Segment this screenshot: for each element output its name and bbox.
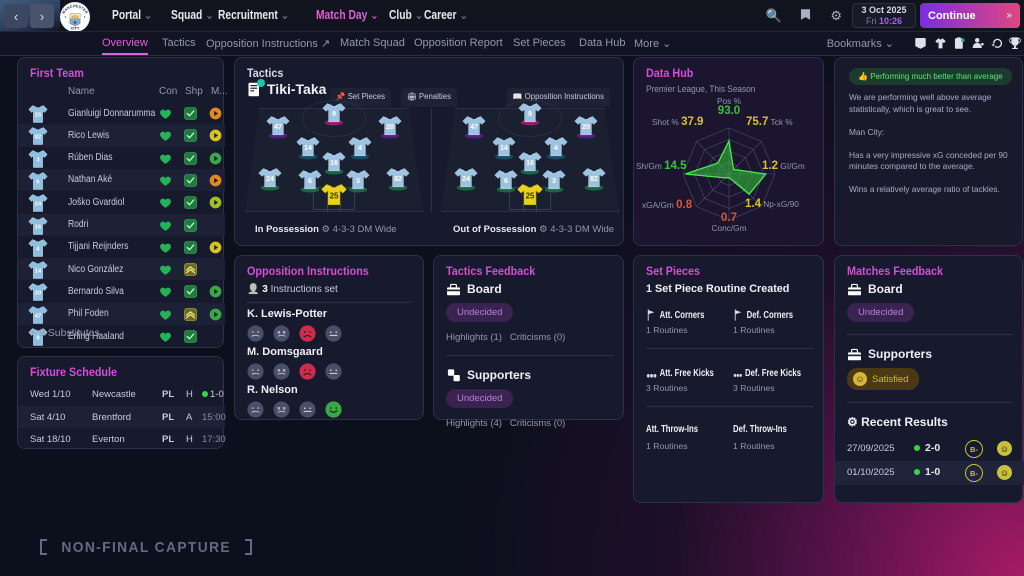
svg-text:3: 3 bbox=[552, 177, 556, 185]
svg-text:25: 25 bbox=[330, 192, 339, 201]
svg-text:24: 24 bbox=[266, 175, 274, 183]
svg-text:24: 24 bbox=[35, 201, 42, 207]
svg-text:6: 6 bbox=[36, 179, 39, 185]
svg-text:20: 20 bbox=[386, 123, 394, 131]
svg-text:4: 4 bbox=[554, 144, 558, 152]
svg-text:16: 16 bbox=[330, 159, 338, 167]
svg-text:20: 20 bbox=[35, 291, 41, 297]
svg-text:20: 20 bbox=[582, 123, 590, 131]
svg-text:47: 47 bbox=[470, 123, 478, 131]
svg-text:14: 14 bbox=[35, 268, 42, 274]
svg-text:CITY: CITY bbox=[71, 26, 80, 31]
svg-text:16: 16 bbox=[35, 224, 41, 230]
svg-text:47: 47 bbox=[274, 123, 282, 131]
svg-text:82: 82 bbox=[590, 175, 598, 183]
svg-text:4: 4 bbox=[358, 144, 362, 152]
svg-text:6: 6 bbox=[504, 177, 508, 185]
svg-text:25: 25 bbox=[526, 192, 535, 201]
svg-text:3: 3 bbox=[36, 157, 39, 163]
svg-text:14: 14 bbox=[500, 144, 508, 152]
svg-text:3: 3 bbox=[356, 177, 360, 185]
svg-text:6: 6 bbox=[308, 177, 312, 185]
svg-text:82: 82 bbox=[35, 135, 41, 141]
svg-text:47: 47 bbox=[35, 313, 41, 319]
svg-text:9: 9 bbox=[528, 110, 532, 118]
svg-text:9: 9 bbox=[332, 110, 336, 118]
svg-text:24: 24 bbox=[462, 175, 470, 183]
svg-text:14: 14 bbox=[304, 144, 312, 152]
svg-text:82: 82 bbox=[394, 175, 402, 183]
svg-text:16: 16 bbox=[526, 159, 534, 167]
svg-text:25: 25 bbox=[35, 112, 42, 118]
